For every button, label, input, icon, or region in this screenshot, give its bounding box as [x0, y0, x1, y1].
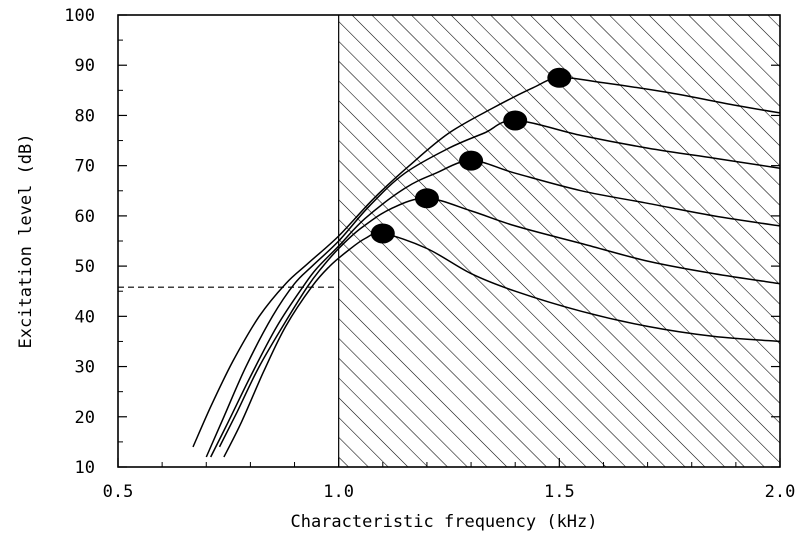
y-tick-label: 70: [75, 157, 95, 177]
x-tick-label: 2.0: [765, 482, 796, 502]
peak-marker-5: [547, 67, 572, 88]
y-tick-label: 40: [75, 307, 95, 327]
y-axis-title: Excitation level (dB): [16, 134, 36, 349]
y-tick-label: 80: [75, 106, 95, 126]
excitation-curve-3: [210, 159, 780, 458]
x-axis-title: Characteristic frequency (kHz): [290, 512, 597, 532]
y-tick-label: 10: [75, 458, 95, 478]
y-tick-label: 100: [64, 6, 95, 26]
x-tick-label: 0.5: [103, 482, 134, 502]
excitation-curve-4: [205, 119, 780, 458]
excitation-curve-2: [218, 197, 780, 448]
peak-marker-2: [414, 188, 439, 209]
peak-marker-3: [459, 150, 484, 171]
x-tick-label: 1.0: [323, 482, 354, 502]
x-tick-label: 1.5: [544, 482, 575, 502]
y-tick-label: 20: [75, 408, 95, 428]
peak-marker-4: [503, 110, 528, 131]
y-tick-label: 90: [75, 56, 95, 76]
y-tick-label: 60: [75, 207, 95, 227]
peak-marker-1: [370, 223, 395, 244]
y-tick-label: 30: [75, 358, 95, 378]
hatched-region: [338, 15, 780, 467]
excitation-curve-5: [192, 76, 780, 448]
y-tick-label: 50: [75, 257, 95, 277]
